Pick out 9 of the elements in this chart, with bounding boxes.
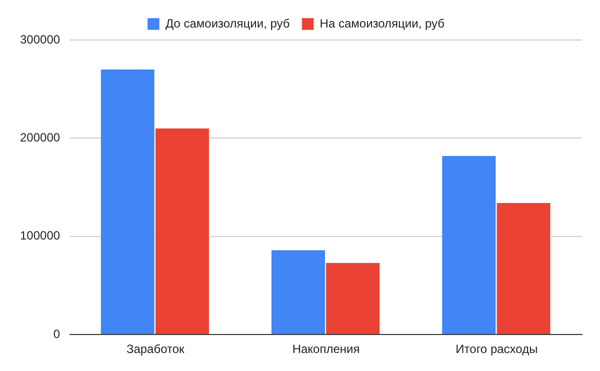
x-tick-label: Итого расходы (456, 342, 538, 356)
y-tick-label: 0 (53, 326, 60, 341)
y-tick-label: 200000 (20, 130, 60, 145)
x-tick-label: Заработок (126, 342, 186, 356)
legend-label: До самоизоляции, руб (165, 16, 290, 30)
y-tick-label: 300000 (20, 32, 60, 46)
y-tick-label: 100000 (20, 228, 60, 243)
legend-label: На самоизоляции, руб (320, 16, 445, 30)
x-tick-label: Накопления (292, 342, 360, 356)
